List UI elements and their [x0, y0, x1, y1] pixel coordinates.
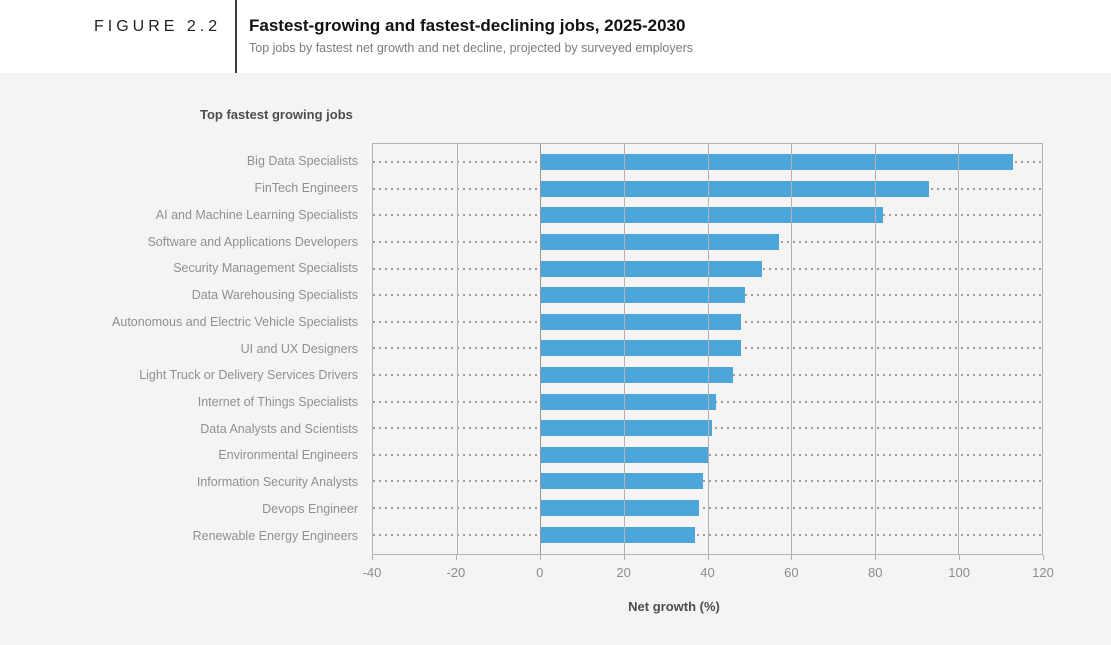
x-axis-tick: [372, 555, 373, 560]
bar: [540, 420, 712, 437]
bar: [540, 393, 716, 410]
x-axis-tick-label: 100: [948, 565, 970, 580]
bar: [540, 473, 704, 490]
x-axis-tick: [1043, 555, 1044, 560]
x-axis-tick: [959, 555, 961, 560]
gridline: [958, 144, 960, 554]
y-axis-label: Big Data Specialists: [246, 154, 358, 169]
x-axis-tick: [455, 555, 457, 560]
x-axis-tick-label: 80: [868, 565, 883, 580]
y-axis-label: Data Analysts and Scientists: [200, 421, 358, 436]
gridline: [707, 144, 709, 554]
x-axis-tick: [707, 555, 709, 560]
y-axis-label: Software and Applications Developers: [147, 234, 358, 249]
bar: [540, 367, 733, 384]
x-axis-tick: [623, 555, 625, 560]
bar: [540, 287, 746, 304]
y-axis-label: Internet of Things Specialists: [197, 394, 358, 409]
bar: [540, 340, 741, 357]
bar: [540, 234, 779, 251]
header-divider: [235, 0, 237, 73]
gridline: [874, 144, 876, 554]
bar: [540, 500, 700, 517]
y-axis-label: AI and Machine Learning Specialists: [155, 207, 358, 222]
y-axis-label: Autonomous and Electric Vehicle Speciali…: [112, 314, 358, 329]
x-axis-tick-label: 0: [536, 565, 544, 580]
y-axis-label: Renewable Energy Engineers: [192, 528, 358, 543]
x-axis-tick-label: -20: [446, 565, 466, 580]
bar: [540, 180, 930, 197]
bar: [540, 207, 884, 224]
chart-title: Fastest-growing and fastest-declining jo…: [249, 16, 686, 35]
figure-number-label: FIGURE 2.2: [94, 18, 222, 35]
x-axis-tick: [791, 555, 793, 560]
figure-header: FIGURE 2.2 Fastest-growing and fastest-d…: [0, 0, 1111, 73]
y-axis-label: UI and UX Designers: [240, 341, 358, 356]
y-axis-label: Devops Engineer: [262, 501, 358, 516]
gridline: [456, 144, 458, 554]
gridline: [791, 144, 793, 554]
y-axis-label: Security Management Specialists: [173, 261, 358, 276]
y-axis-label: Data Warehousing Specialists: [191, 288, 358, 303]
y-axis-label: Light Truck or Delivery Services Drivers: [139, 368, 358, 383]
x-axis-tick-label: 20: [616, 565, 631, 580]
zero-gridline: [540, 144, 542, 554]
section-label: Top fastest growing jobs: [200, 107, 353, 122]
plot-area: [372, 143, 1043, 555]
bar: [540, 260, 762, 277]
bar: [540, 313, 741, 330]
y-axis-label: Environmental Engineers: [218, 448, 358, 463]
y-axis-label: FinTech Engineers: [254, 181, 358, 196]
bar: [540, 154, 1013, 171]
gridline: [623, 144, 625, 554]
x-axis-tick-label: 40: [700, 565, 715, 580]
bar: [540, 526, 695, 543]
x-axis-tick-label: 120: [1032, 565, 1054, 580]
x-axis-tick: [539, 555, 541, 560]
x-axis-tick: [875, 555, 877, 560]
x-axis-tick-label: -40: [362, 565, 382, 580]
y-axis-labels: Big Data Specialists FinTech Engineers AI …: [30, 143, 358, 555]
x-axis-title: Net growth (%): [628, 599, 720, 614]
chart-subtitle: Top jobs by fastest net growth and net d…: [249, 41, 694, 55]
y-axis-label: Information Security Analysts: [196, 475, 358, 490]
x-axis-tick-label: 60: [784, 565, 799, 580]
